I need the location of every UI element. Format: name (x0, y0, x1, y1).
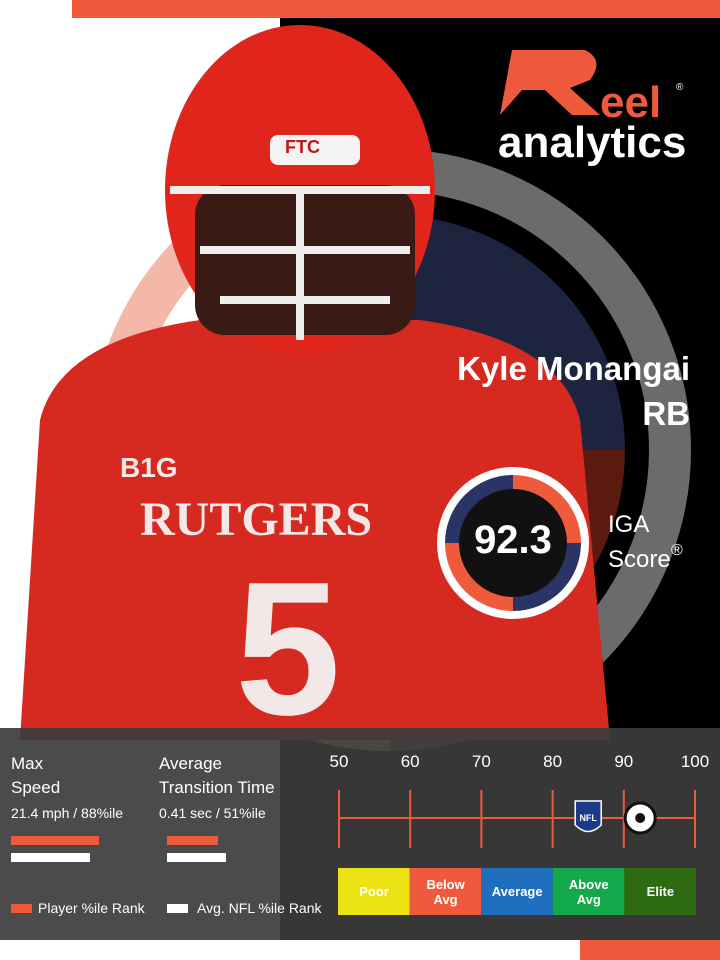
scale-tick-label: 100 (680, 752, 710, 771)
logo-reg: ® (676, 82, 684, 93)
bottom-bar (580, 940, 720, 960)
scale-tick-label: 60 (400, 752, 420, 771)
player-name: Kyle Monangai (457, 350, 690, 387)
legend-label: Avg. NFL %ile Rank (197, 900, 322, 916)
tier-box (481, 868, 553, 915)
legend-swatch (167, 904, 188, 913)
logo-word: eel (600, 78, 662, 127)
tier-label: Poor (359, 884, 389, 899)
tier-label: Below Avg (426, 876, 465, 907)
jersey (20, 320, 610, 740)
nfl-label: NFL (579, 813, 597, 823)
player-bar (11, 836, 99, 845)
photo-text: FTC (285, 137, 320, 157)
nfl-marker (574, 800, 602, 833)
metric-title: Average Transition Time (159, 754, 275, 797)
legend-label: Player %ile Rank (38, 900, 145, 916)
tier-label: Average (491, 884, 543, 899)
avg-bar (11, 853, 90, 862)
score-core (459, 489, 567, 597)
top-bar (72, 0, 720, 18)
photo-text: 5 (235, 543, 341, 755)
legend-swatch (11, 904, 32, 913)
photo-text: B1G (120, 452, 178, 483)
player-marker-dot (635, 813, 646, 823)
logo-word: analytics (498, 118, 687, 167)
score-label: Score (608, 546, 671, 573)
scale-tick-label: 80 (543, 752, 563, 771)
tier-label: Above Avg (568, 876, 609, 907)
metric-detail: 21.4 mph / 88%ile (11, 805, 124, 821)
metric-detail: 0.41 sec / 51%ile (159, 805, 266, 821)
tier-label: Elite (646, 884, 675, 899)
facemask (170, 186, 430, 340)
metric-title: Max Speed (11, 754, 61, 797)
tier-box (552, 868, 625, 915)
logo-mark (500, 50, 600, 115)
scale-tick-label: 50 (329, 752, 349, 771)
score-label: IGA (608, 511, 650, 538)
player-bar (167, 836, 218, 845)
avg-bar (167, 853, 226, 862)
player-position: RB (642, 395, 690, 432)
scale-tick-label: 70 (471, 752, 491, 771)
photo-text: RUTGERS (140, 493, 373, 546)
tier-box (624, 868, 696, 915)
helmet-plate (270, 135, 360, 165)
face (195, 185, 415, 335)
tier-box (409, 868, 482, 915)
score-value: 92.3 (474, 518, 552, 562)
scale-tick-label: 90 (614, 752, 634, 771)
score-reg: ® (671, 542, 683, 559)
tier-box (338, 868, 410, 915)
